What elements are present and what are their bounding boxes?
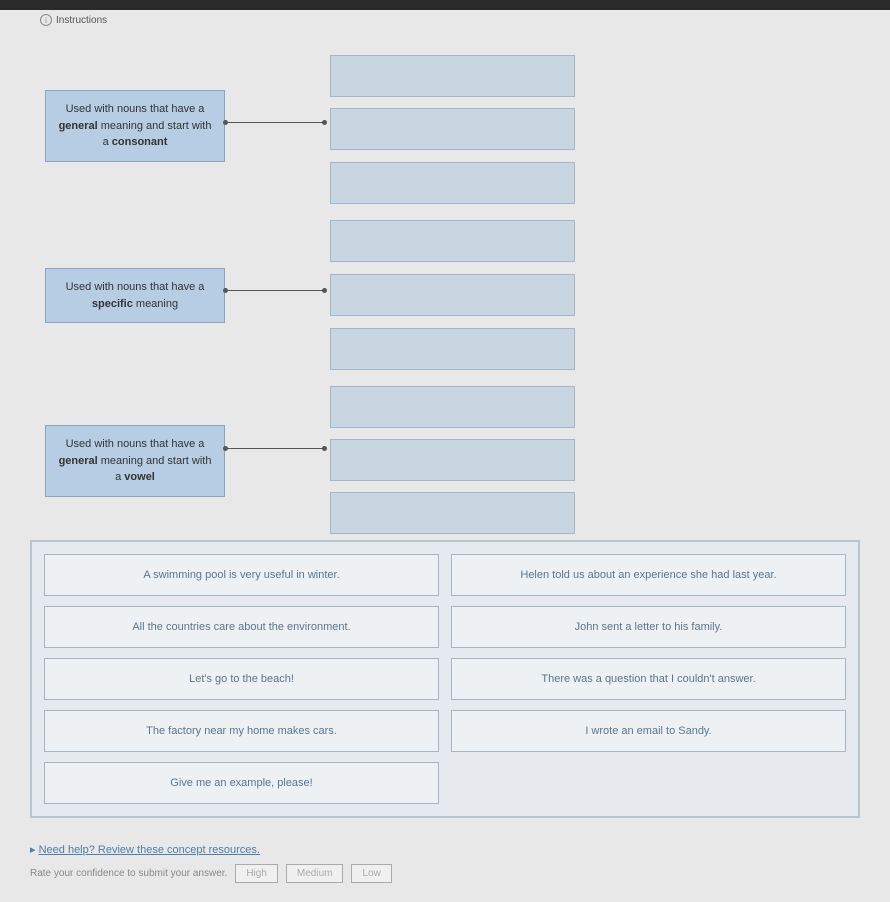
help-link[interactable]: Need help? Review these concept resource… xyxy=(39,844,260,856)
drop-slot[interactable] xyxy=(330,328,575,370)
connector-arrow xyxy=(225,448,325,449)
matching-area: Used with nouns that have a general mean… xyxy=(0,30,890,530)
drop-slot[interactable] xyxy=(330,492,575,534)
drop-slot[interactable] xyxy=(330,55,575,97)
instructions-label[interactable]: i Instructions xyxy=(40,14,107,26)
answer-item[interactable]: John sent a letter to his family. xyxy=(451,606,846,648)
drop-slot[interactable] xyxy=(330,274,575,316)
instructions-text: Instructions xyxy=(56,15,107,26)
confidence-high-button[interactable]: High xyxy=(235,864,278,883)
window-titlebar xyxy=(0,0,890,10)
instructions-header: i Instructions xyxy=(0,10,890,30)
confidence-row: Rate your confidence to submit your answ… xyxy=(30,864,860,883)
answer-item[interactable]: All the countries care about the environ… xyxy=(44,606,439,648)
answer-item[interactable]: There was a question that I couldn't ans… xyxy=(451,658,846,700)
connector-arrow xyxy=(225,290,325,291)
info-icon: i xyxy=(40,14,52,26)
drop-slot[interactable] xyxy=(330,108,575,150)
drop-slot[interactable] xyxy=(330,439,575,481)
answer-item[interactable]: Give me an example, please! xyxy=(44,762,439,804)
category-text: Used with nouns that have a general mean… xyxy=(59,438,212,483)
drop-slot[interactable] xyxy=(330,220,575,262)
category-box-0: Used with nouns that have a general mean… xyxy=(45,90,225,162)
category-text: Used with nouns that have a general mean… xyxy=(59,103,212,148)
answer-item[interactable]: Let's go to the beach! xyxy=(44,658,439,700)
help-link-row: ▸ Need help? Review these concept resour… xyxy=(30,843,860,856)
confidence-label: Rate your confidence to submit your answ… xyxy=(30,868,227,879)
answer-item[interactable]: Helen told us about an experience she ha… xyxy=(451,554,846,596)
category-box-2: Used with nouns that have a general mean… xyxy=(45,425,225,497)
drop-slot[interactable] xyxy=(330,386,575,428)
answer-item[interactable]: I wrote an email to Sandy. xyxy=(451,710,846,752)
category-box-1: Used with nouns that have a specific mea… xyxy=(45,268,225,323)
confidence-low-button[interactable]: Low xyxy=(351,864,391,883)
answer-item[interactable]: The factory near my home makes cars. xyxy=(44,710,439,752)
footer: ▸ Need help? Review these concept resour… xyxy=(30,843,860,883)
answer-bank: A swimming pool is very useful in winter… xyxy=(30,540,860,818)
category-text: Used with nouns that have a specific mea… xyxy=(66,281,205,310)
drop-slot[interactable] xyxy=(330,162,575,204)
connector-arrow xyxy=(225,122,325,123)
answer-item[interactable]: A swimming pool is very useful in winter… xyxy=(44,554,439,596)
help-bullet: ▸ xyxy=(30,844,36,856)
confidence-medium-button[interactable]: Medium xyxy=(286,864,344,883)
